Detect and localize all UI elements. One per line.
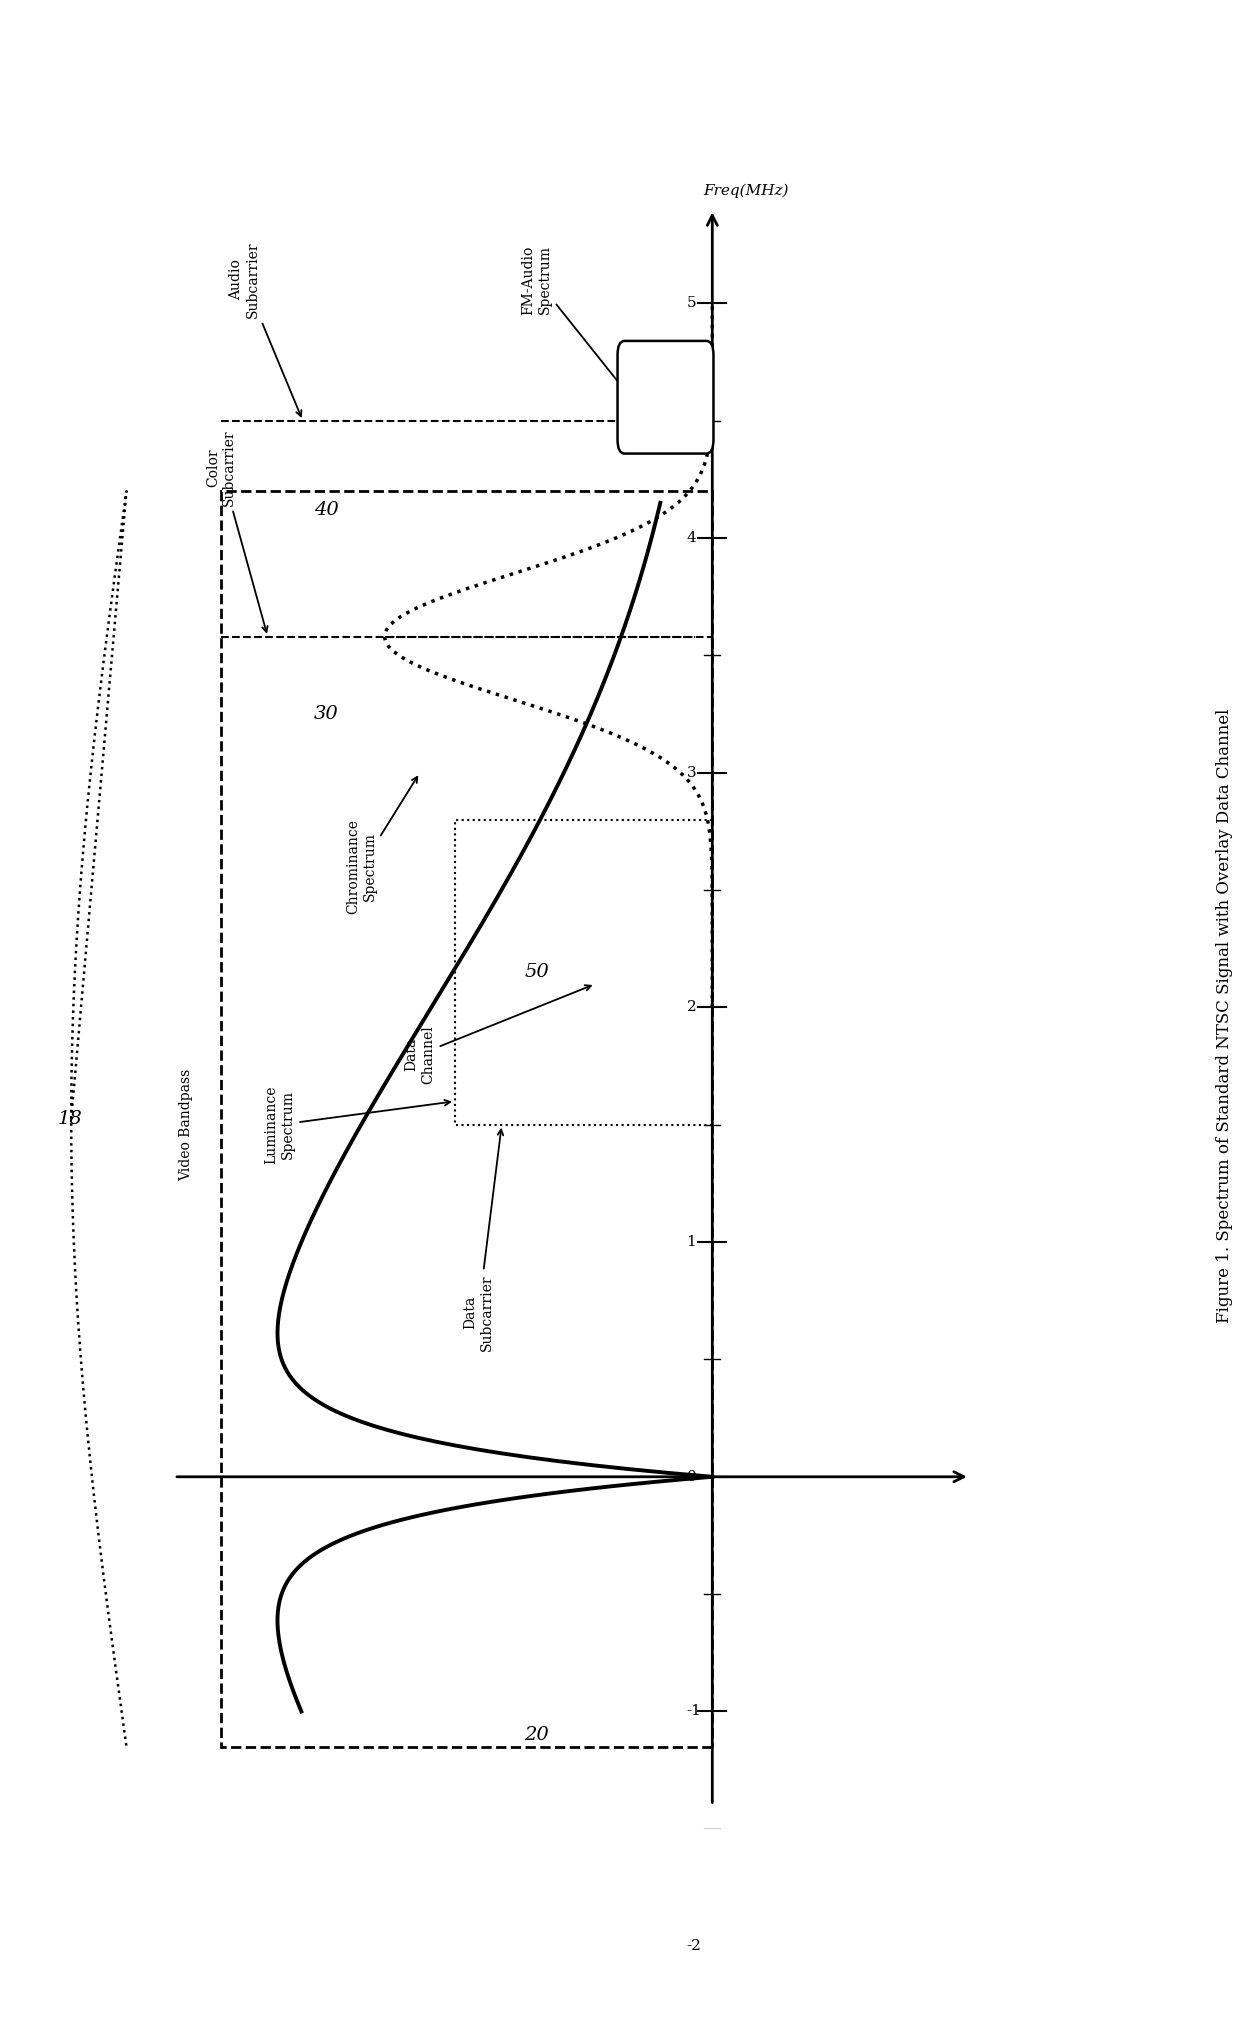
- Text: -1: -1: [687, 1705, 701, 1719]
- Text: 0: 0: [687, 1469, 696, 1483]
- Text: Figure 1. Spectrum of Standard NTSC Signal with Overlay Data Channel: Figure 1. Spectrum of Standard NTSC Sign…: [1216, 709, 1233, 1323]
- Text: 3: 3: [687, 766, 696, 780]
- Text: 40: 40: [314, 502, 339, 518]
- Text: 4: 4: [687, 530, 696, 545]
- Text: Audio
Subcarrier: Audio Subcarrier: [229, 242, 301, 417]
- Text: Freq(MHz): Freq(MHz): [703, 183, 789, 197]
- Text: 1: 1: [687, 1235, 696, 1250]
- Bar: [455, 819, 712, 1126]
- Text: 18: 18: [58, 1109, 83, 1128]
- Text: Color
Subcarrier: Color Subcarrier: [206, 429, 268, 632]
- Text: Data
Channel: Data Channel: [404, 986, 590, 1083]
- Text: 50: 50: [525, 963, 549, 981]
- Text: 30: 30: [314, 705, 339, 723]
- FancyBboxPatch shape: [618, 341, 713, 453]
- Text: Luminance
Spectrum: Luminance Spectrum: [264, 1085, 450, 1164]
- Text: Video Bandpass: Video Bandpass: [178, 1069, 193, 1181]
- Text: 2: 2: [687, 1000, 696, 1014]
- Text: FM-Audio
Spectrum: FM-Audio Spectrum: [521, 246, 628, 394]
- Text: -2: -2: [687, 1939, 701, 1953]
- Text: Chrominance
Spectrum: Chrominance Spectrum: [347, 776, 417, 914]
- Text: 20: 20: [525, 1725, 549, 1743]
- Text: Data
Subcarrier: Data Subcarrier: [463, 1130, 504, 1351]
- Bar: [221, 492, 712, 1748]
- Text: 5: 5: [687, 297, 696, 311]
